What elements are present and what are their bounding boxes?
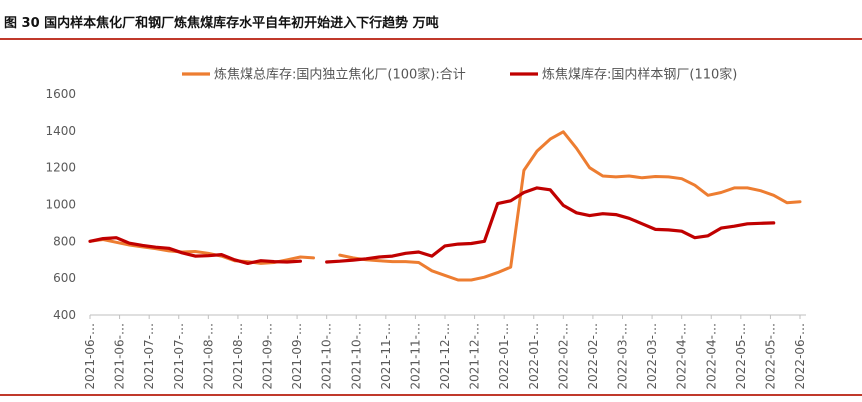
- legend-item-1: 炼焦煤总库存:国内独立焦化厂(100家):合计: [182, 67, 466, 83]
- x-tick-label: 2022-01-…: [527, 323, 541, 389]
- x-tick-label: 2021-07-…: [142, 323, 156, 389]
- series-line-1: [88, 130, 802, 282]
- x-tick-label: 2022-05-…: [763, 323, 777, 389]
- y-tick-label: 1200: [45, 161, 76, 175]
- x-tick-label: 2022-02-…: [586, 323, 600, 389]
- series-layer: [88, 130, 802, 282]
- title-rule: [0, 38, 862, 40]
- legend: 炼焦煤总库存:国内独立焦化厂(100家):合计 炼焦煤库存:国内样本钢厂(110家…: [182, 67, 737, 83]
- x-tick-label: 2022-03-…: [645, 323, 659, 389]
- y-tick-label: 400: [53, 308, 76, 322]
- x-tick-label: 2021-10-…: [349, 323, 363, 389]
- x-tick-label: 2021-06-…: [113, 323, 127, 389]
- x-tick-label: 2022-06-…: [793, 323, 807, 389]
- legend-item-2: 炼焦煤库存:国内样本钢厂(110家): [510, 67, 737, 83]
- x-tick-label: 2021-11-…: [379, 323, 393, 389]
- y-tick-label: 1000: [45, 198, 76, 212]
- x-tick-label: 2021-12-…: [438, 323, 452, 389]
- x-tick-label: 2022-04-…: [675, 323, 689, 389]
- legend-label: 炼焦煤库存:国内样本钢厂(110家): [542, 67, 737, 83]
- y-axis: 400 600 800 1000 1200 1400 1600: [45, 87, 76, 322]
- figure-title: 图 30 国内样本焦化厂和钢厂炼焦煤库存水平自年初开始进入下行趋势 万吨: [4, 16, 439, 31]
- legend-label: 炼焦煤总库存:国内独立焦化厂(100家):合计: [214, 67, 466, 83]
- x-tick-label: 2022-04-…: [704, 323, 718, 389]
- y-tick-label: 1600: [45, 87, 76, 101]
- y-tick-label: 1400: [45, 124, 76, 138]
- x-tick-label: 2022-01-…: [497, 323, 511, 389]
- series-line-2: [88, 186, 776, 265]
- y-tick-label: 600: [53, 271, 76, 285]
- x-tick-label: 2021-07-…: [172, 323, 186, 389]
- x-tick-label: 2021-09-…: [290, 323, 304, 389]
- x-tick-label: 2021-08-…: [201, 323, 215, 389]
- x-tick-label: 2021-11-…: [408, 323, 422, 389]
- x-tick-label: 2022-05-…: [734, 323, 748, 389]
- x-tick-label: 2021-06-…: [83, 323, 97, 389]
- x-tick-label: 2022-03-…: [616, 323, 630, 389]
- y-tick-label: 800: [53, 234, 76, 248]
- x-tick-label: 2022-02-…: [556, 323, 570, 389]
- x-tick-label: 2021-12-…: [468, 323, 482, 389]
- x-tick-label: 2021-08-…: [231, 323, 245, 389]
- x-tick-label: 2021-10-…: [320, 323, 334, 389]
- x-axis: 2021-06-… 2021-06-… 2021-07-… 2021-07-… 2021…: [83, 314, 807, 389]
- footer-rule: [0, 394, 862, 396]
- x-tick-label: 2021-09-…: [261, 323, 275, 389]
